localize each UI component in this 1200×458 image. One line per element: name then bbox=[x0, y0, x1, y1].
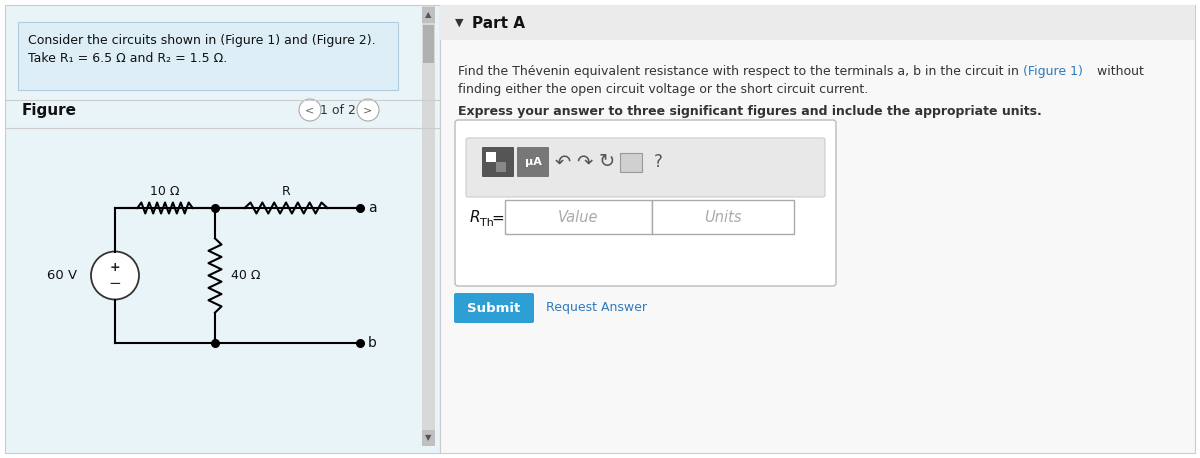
Text: 40 Ω: 40 Ω bbox=[230, 269, 260, 282]
FancyBboxPatch shape bbox=[505, 200, 652, 234]
Text: (Figure 1): (Figure 1) bbox=[1022, 65, 1082, 78]
Text: Value: Value bbox=[558, 209, 599, 224]
Text: Submit: Submit bbox=[467, 301, 521, 315]
FancyBboxPatch shape bbox=[486, 152, 496, 162]
Circle shape bbox=[358, 99, 379, 121]
Text: Find the Thévenin equivalent resistance with respect to the terminals a, b in th: Find the Thévenin equivalent resistance … bbox=[458, 65, 1019, 78]
FancyBboxPatch shape bbox=[5, 5, 440, 453]
Text: 60 V: 60 V bbox=[47, 269, 77, 282]
Text: μA: μA bbox=[524, 157, 541, 167]
Text: R: R bbox=[282, 185, 290, 198]
Text: ↻: ↻ bbox=[599, 153, 616, 171]
Text: =: = bbox=[491, 211, 504, 225]
FancyBboxPatch shape bbox=[440, 5, 1195, 40]
Text: Th: Th bbox=[480, 218, 494, 228]
FancyBboxPatch shape bbox=[18, 22, 398, 90]
Text: ?: ? bbox=[654, 153, 662, 171]
FancyBboxPatch shape bbox=[422, 430, 436, 446]
Text: without: without bbox=[1093, 65, 1144, 78]
Text: Consider the circuits shown in (Figure 1) and (Figure 2).: Consider the circuits shown in (Figure 1… bbox=[28, 34, 376, 47]
Text: ↷: ↷ bbox=[576, 153, 592, 171]
Text: ▼: ▼ bbox=[425, 434, 432, 442]
Text: <: < bbox=[305, 105, 314, 115]
Text: +: + bbox=[109, 261, 120, 274]
FancyBboxPatch shape bbox=[482, 147, 514, 177]
Text: >: > bbox=[364, 105, 373, 115]
Circle shape bbox=[299, 99, 322, 121]
Text: ▼: ▼ bbox=[455, 18, 463, 28]
Text: a: a bbox=[368, 201, 377, 215]
Text: −: − bbox=[109, 276, 121, 291]
FancyBboxPatch shape bbox=[424, 25, 434, 63]
Text: Express your answer to three significant figures and include the appropriate uni: Express your answer to three significant… bbox=[458, 105, 1042, 118]
FancyBboxPatch shape bbox=[422, 7, 436, 23]
Circle shape bbox=[91, 251, 139, 300]
FancyBboxPatch shape bbox=[496, 162, 506, 172]
Text: Part A: Part A bbox=[472, 16, 526, 31]
Text: Take R₁ = 6.5 Ω and R₂ = 1.5 Ω.: Take R₁ = 6.5 Ω and R₂ = 1.5 Ω. bbox=[28, 52, 227, 65]
FancyBboxPatch shape bbox=[422, 6, 436, 446]
Text: 10 Ω: 10 Ω bbox=[150, 185, 180, 198]
Text: finding either the open circuit voltage or the short circuit current.: finding either the open circuit voltage … bbox=[458, 83, 869, 96]
FancyBboxPatch shape bbox=[454, 293, 534, 323]
Text: R: R bbox=[470, 211, 481, 225]
Text: Request Answer: Request Answer bbox=[546, 301, 647, 315]
FancyBboxPatch shape bbox=[440, 5, 1195, 453]
Text: Figure: Figure bbox=[22, 103, 77, 118]
Text: b: b bbox=[368, 336, 377, 350]
FancyBboxPatch shape bbox=[466, 138, 826, 197]
FancyBboxPatch shape bbox=[517, 147, 550, 177]
Text: 1 of 2: 1 of 2 bbox=[320, 104, 356, 116]
Text: ▲: ▲ bbox=[425, 11, 432, 20]
FancyBboxPatch shape bbox=[652, 200, 794, 234]
FancyBboxPatch shape bbox=[620, 153, 642, 172]
FancyBboxPatch shape bbox=[455, 120, 836, 286]
Text: Units: Units bbox=[704, 209, 742, 224]
Text: ↶: ↶ bbox=[554, 153, 571, 171]
